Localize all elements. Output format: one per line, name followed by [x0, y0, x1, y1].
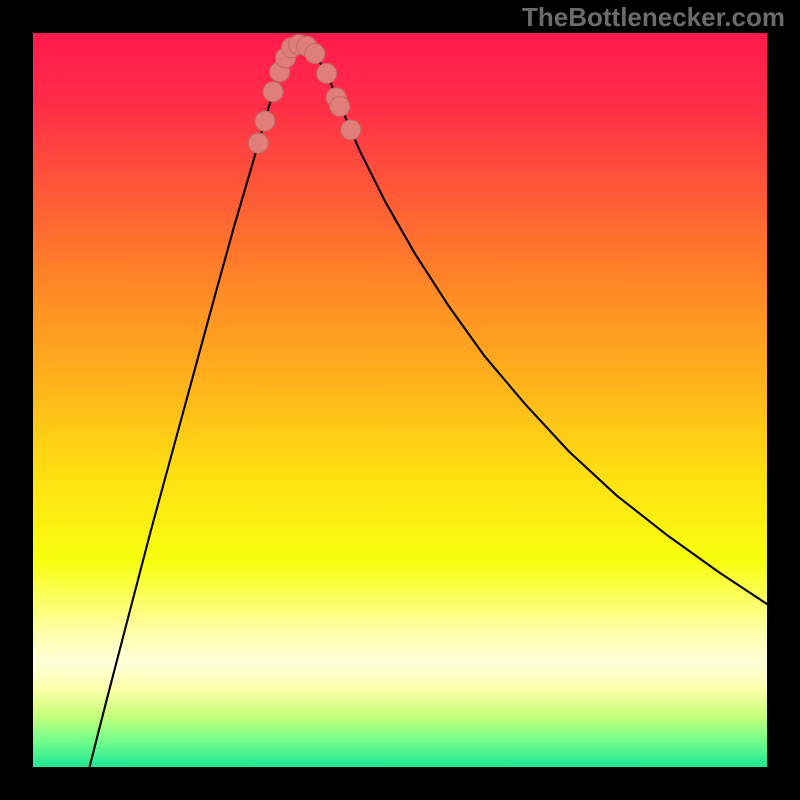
data-marker: [330, 96, 350, 116]
data-marker: [263, 82, 283, 102]
data-marker: [341, 120, 361, 140]
data-marker: [248, 133, 268, 153]
plot-area: [33, 33, 767, 767]
data-marker: [317, 63, 337, 83]
plot-svg: [33, 33, 767, 767]
watermark-text: TheBottlenecker.com: [522, 2, 785, 33]
gradient-background: [33, 33, 767, 767]
chart-canvas: TheBottlenecker.com: [0, 0, 800, 800]
data-marker: [305, 44, 325, 64]
data-marker: [255, 111, 275, 131]
